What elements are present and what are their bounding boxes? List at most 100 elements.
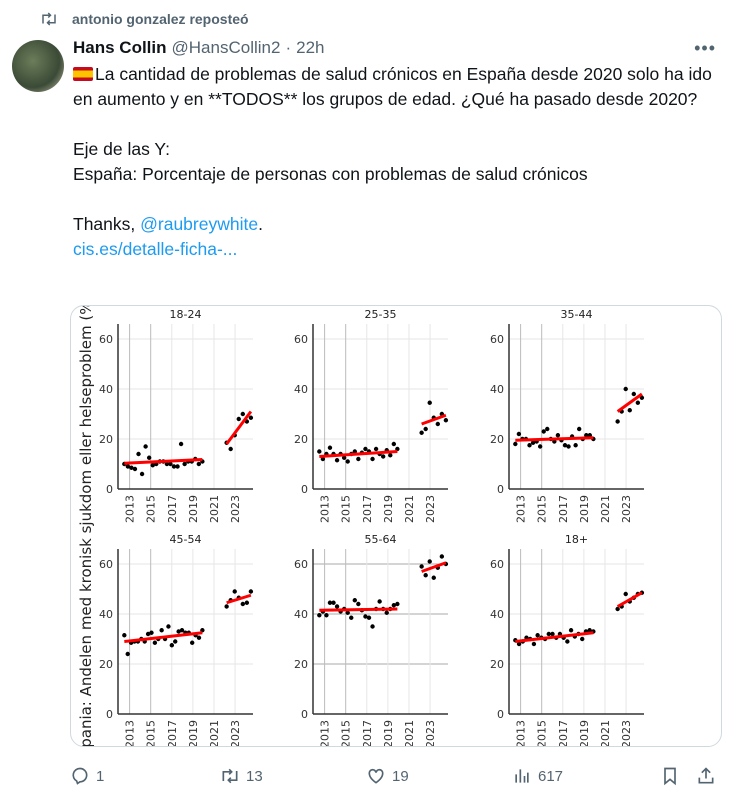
repost-indicator: antonio gonzalez reposteó bbox=[40, 10, 249, 28]
trend-line bbox=[225, 410, 253, 445]
data-point bbox=[173, 639, 178, 644]
data-point bbox=[139, 471, 145, 477]
data-point bbox=[132, 466, 138, 472]
data-point bbox=[513, 441, 518, 447]
data-point bbox=[443, 418, 449, 423]
avatar[interactable] bbox=[12, 40, 64, 92]
views-button[interactable]: 617 bbox=[512, 766, 563, 786]
trend-line bbox=[319, 607, 398, 612]
mention-link[interactable]: @raubreywhite bbox=[140, 214, 259, 234]
y-tick-label: 40 bbox=[99, 608, 113, 621]
data-point bbox=[631, 391, 637, 397]
repost-button[interactable]: 13 bbox=[220, 766, 263, 786]
y-tick-label: 60 bbox=[99, 558, 113, 571]
x-tick-label: 2013 bbox=[124, 495, 137, 523]
x-tick-label: 2015 bbox=[145, 720, 158, 746]
url-link[interactable]: cis.es/detalle-ficha-... bbox=[73, 239, 238, 259]
data-point bbox=[537, 444, 543, 449]
data-point bbox=[562, 443, 568, 448]
data-point bbox=[530, 440, 536, 445]
share-button[interactable] bbox=[696, 766, 716, 786]
spain-flag-icon bbox=[73, 67, 93, 81]
data-point bbox=[341, 455, 347, 460]
data-point bbox=[244, 600, 250, 605]
data-point bbox=[331, 600, 336, 605]
timestamp[interactable]: 22h bbox=[296, 38, 325, 57]
x-tick-label: 2017 bbox=[361, 495, 374, 523]
data-point bbox=[370, 624, 375, 629]
panel-55-64: 55-64 0 20 40 60 2013 2015 2017 2019 2021 2023 bbox=[294, 533, 449, 746]
data-point bbox=[565, 639, 570, 644]
y-tick-label: 20 bbox=[294, 433, 308, 446]
data-point bbox=[150, 463, 155, 468]
y-tick-label: 20 bbox=[294, 658, 308, 671]
x-tick-label: 2023 bbox=[424, 495, 437, 523]
data-point bbox=[419, 430, 424, 435]
data-point bbox=[363, 446, 368, 452]
views-icon bbox=[515, 769, 529, 783]
data-point bbox=[531, 641, 537, 647]
like-button[interactable]: 19 bbox=[366, 766, 409, 786]
data-point bbox=[175, 464, 180, 469]
data-point bbox=[639, 395, 645, 400]
like-count: 19 bbox=[392, 767, 409, 785]
data-point bbox=[320, 456, 326, 462]
data-point bbox=[427, 400, 432, 405]
panel-35-44: 35-44 0 20 40 60 2013 2015 2017 2019 2021 2023 bbox=[490, 308, 645, 523]
author-name[interactable]: Hans Collin bbox=[73, 38, 167, 57]
x-tick-label: 2015 bbox=[536, 495, 549, 523]
data-point bbox=[419, 564, 424, 569]
y-tick-label: 60 bbox=[294, 558, 308, 571]
data-point bbox=[136, 451, 141, 457]
x-tick-label: 2023 bbox=[620, 495, 633, 523]
data-point bbox=[635, 400, 641, 405]
x-tick-label: 2015 bbox=[536, 720, 549, 746]
data-point bbox=[527, 443, 532, 448]
trend-line bbox=[515, 436, 594, 442]
x-tick-label: 2021 bbox=[208, 495, 221, 523]
reply-button[interactable]: 1 bbox=[70, 766, 104, 786]
x-tick-label: 2021 bbox=[599, 720, 612, 746]
y-tick-label: 40 bbox=[294, 608, 308, 621]
data-point bbox=[431, 575, 436, 580]
x-tick-label: 2015 bbox=[340, 720, 353, 746]
data-point bbox=[516, 641, 522, 647]
repost-label[interactable]: antonio gonzalez reposteó bbox=[72, 11, 249, 27]
data-point bbox=[615, 419, 620, 424]
reply-count: 1 bbox=[96, 767, 105, 785]
y-tick-label: 20 bbox=[490, 658, 504, 671]
data-point bbox=[345, 459, 350, 464]
data-point bbox=[327, 445, 333, 450]
data-point bbox=[435, 421, 441, 427]
x-tick-label: 2023 bbox=[620, 720, 633, 746]
data-point bbox=[143, 444, 148, 449]
data-point bbox=[317, 449, 322, 454]
period: . bbox=[258, 214, 263, 234]
trend-line bbox=[421, 413, 447, 426]
data-point bbox=[580, 636, 585, 642]
more-options-icon[interactable]: ••• bbox=[694, 38, 716, 58]
bookmark-button[interactable] bbox=[660, 766, 680, 786]
data-point bbox=[587, 628, 592, 633]
data-point bbox=[240, 601, 246, 607]
trend-line bbox=[124, 458, 203, 465]
x-tick-label: 2013 bbox=[319, 495, 332, 523]
x-tick-label: 2019 bbox=[187, 495, 200, 523]
trend-line bbox=[226, 593, 252, 605]
chart-image[interactable]: Spania: Andelen med kronisk sjukdom elle… bbox=[70, 305, 722, 747]
data-point bbox=[541, 429, 546, 434]
x-tick-label: 2021 bbox=[208, 720, 221, 746]
x-tick-label: 2021 bbox=[403, 720, 416, 746]
repost-icon bbox=[222, 768, 238, 784]
heart-icon bbox=[368, 768, 384, 784]
views-count: 617 bbox=[538, 767, 564, 785]
y-tick-label: 40 bbox=[294, 383, 308, 396]
author-handle[interactable]: @HansCollin2 bbox=[171, 38, 281, 57]
data-point bbox=[248, 589, 254, 594]
data-point bbox=[423, 573, 428, 578]
data-point bbox=[516, 431, 522, 437]
x-tick-label: 2023 bbox=[424, 720, 437, 746]
y-tick-label: 0 bbox=[106, 483, 113, 496]
x-tick-label: 2017 bbox=[557, 720, 570, 746]
trend-line bbox=[124, 631, 203, 643]
